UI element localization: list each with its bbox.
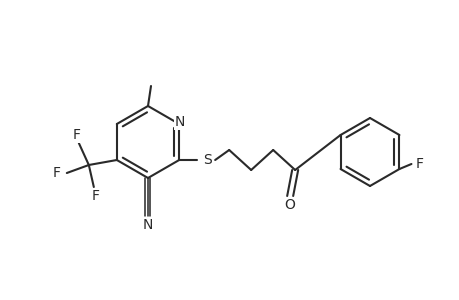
Text: F: F	[92, 189, 100, 203]
Text: S: S	[202, 153, 211, 167]
Text: N: N	[142, 218, 153, 232]
Text: O: O	[284, 198, 295, 212]
Text: F: F	[414, 157, 423, 171]
Text: N: N	[174, 115, 185, 129]
Text: F: F	[73, 128, 81, 142]
Text: F: F	[53, 166, 61, 180]
